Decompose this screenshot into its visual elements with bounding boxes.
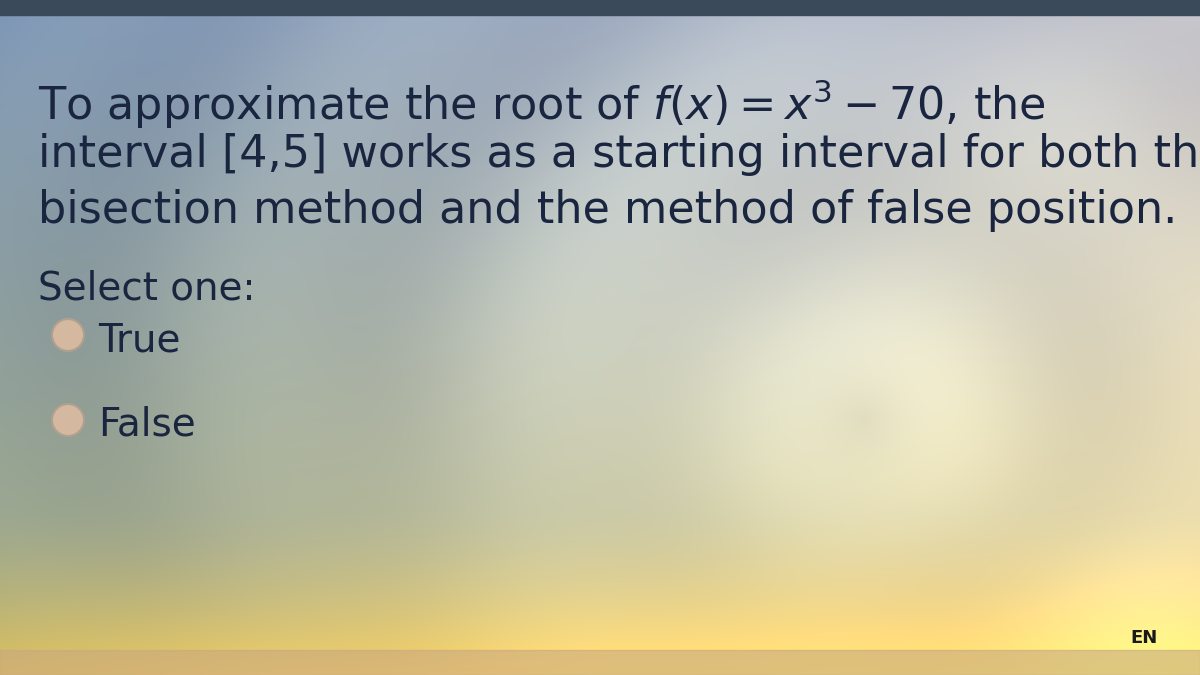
Text: False: False (98, 406, 196, 444)
Text: interval [4,5] works as a starting interval for both the: interval [4,5] works as a starting inter… (38, 133, 1200, 176)
Circle shape (52, 319, 84, 351)
Text: bisection method and the method of false position.: bisection method and the method of false… (38, 189, 1177, 232)
Text: To approximate the root of $f(x) = x^3 - 70$, the: To approximate the root of $f(x) = x^3 -… (38, 77, 1045, 130)
Text: Select one:: Select one: (38, 270, 256, 308)
Text: EN: EN (1130, 629, 1157, 647)
Text: True: True (98, 321, 180, 359)
Circle shape (52, 404, 84, 436)
